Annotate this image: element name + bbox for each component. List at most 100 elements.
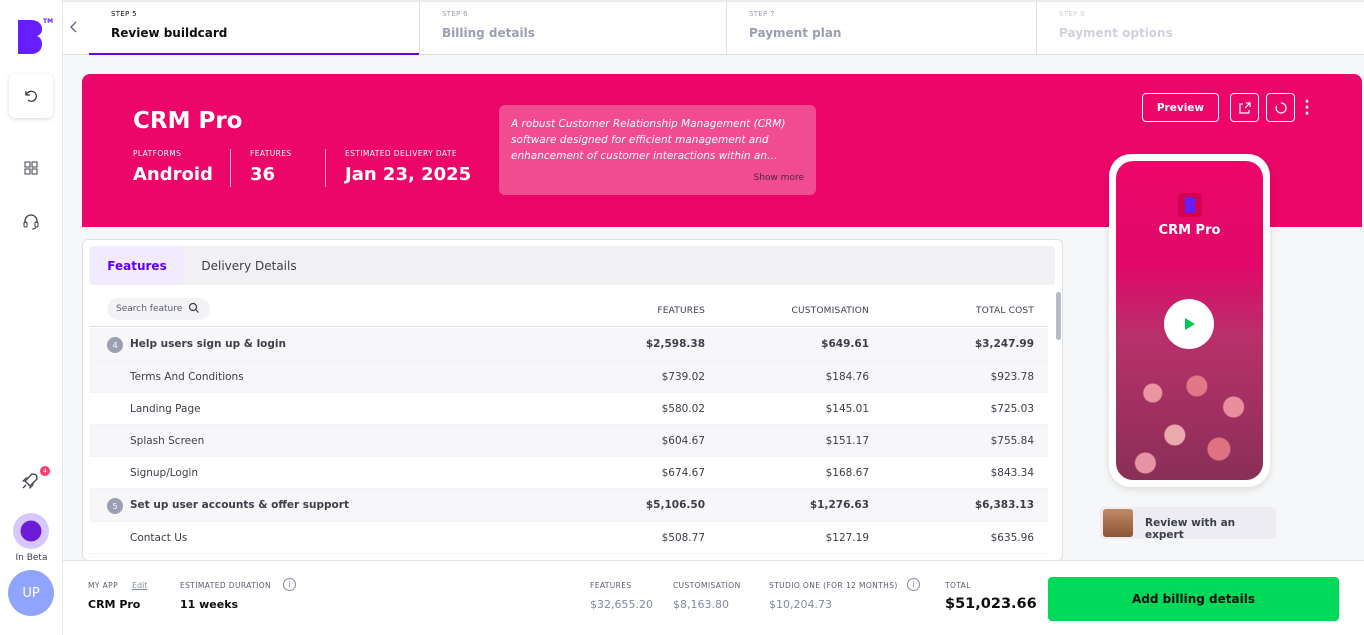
customisation-cost: $649.61 [821, 338, 869, 350]
refresh-button[interactable] [1266, 93, 1295, 122]
delivery-label: ESTIMATED DELIVERY DATE [345, 149, 457, 158]
app-description: A robust Customer Relationship Managemen… [511, 118, 786, 162]
feature-name: Landing Page [130, 403, 201, 415]
back-chevron-icon[interactable] [69, 20, 83, 34]
feature-row[interactable]: Landing Page $580.02 $145.01 $725.03 [90, 393, 1048, 425]
phone-background-image [1116, 351, 1263, 480]
feature-row[interactable]: Signup/Login $674.67 $168.67 $843.34 [90, 457, 1048, 489]
duration-label: ESTIMATED DURATION [180, 581, 272, 590]
platforms-value: Android [133, 164, 213, 185]
feature-rows: 4 Help users sign up & login $2,598.38 $… [90, 328, 1048, 554]
feature-cost: $2,598.38 [645, 338, 705, 350]
customisation-cost: $127.19 [825, 532, 869, 544]
step-title: Review buildcard [111, 26, 228, 40]
feature-name: Splash Screen [130, 435, 205, 447]
rocket-icon[interactable] [20, 471, 42, 493]
step-billing-details[interactable]: STEP 6 Billing details [419, 2, 726, 55]
beta-orb-icon[interactable] [13, 513, 49, 549]
undo-icon [25, 90, 37, 102]
grand-total-value: $51,023.66 [945, 596, 1037, 612]
feature-cost: $739.02 [661, 371, 705, 383]
platforms-meta: PLATFORMS Android [133, 149, 213, 185]
sidebar: TM 4 In Beta UP [0, 0, 63, 635]
customisation-total-label: CUSTOMISATION [673, 581, 741, 590]
review-with-expert-button[interactable]: Review with an expert [1100, 507, 1276, 541]
feature-row[interactable]: Terms And Conditions $739.02 $184.76 $92… [90, 361, 1048, 393]
summary-footer: MY APP Edit CRM Pro ESTIMATED DURATION i… [63, 560, 1364, 635]
panel-tabs: Features Delivery Details [89, 246, 1055, 285]
dashboard-icon[interactable] [20, 157, 42, 179]
customisation-cost: $145.01 [825, 403, 869, 415]
play-icon [1185, 318, 1195, 330]
step-payment-plan[interactable]: STEP 7 Payment plan [726, 2, 1036, 55]
phone-app-title: CRM Pro [1158, 223, 1221, 238]
add-billing-details-button[interactable]: Add billing details [1048, 577, 1339, 621]
edit-app-link[interactable]: Edit [132, 581, 148, 590]
studio-one-value: $10,204.73 [769, 598, 832, 611]
search-placeholder: Search feature [116, 304, 183, 314]
headset-icon[interactable] [20, 211, 42, 233]
share-button[interactable] [1230, 93, 1259, 122]
feature-row[interactable]: Splash Screen $604.67 $151.17 $755.84 [90, 425, 1048, 457]
features-total-value: $32,655.20 [590, 598, 653, 611]
customisation-total-value: $8,163.80 [673, 598, 729, 611]
step-title: Billing details [442, 26, 535, 40]
feature-name: Terms And Conditions [130, 371, 244, 383]
delivery-value: Jan 23, 2025 [345, 164, 472, 185]
tab-delivery-details[interactable]: Delivery Details [201, 258, 297, 273]
undo-button[interactable] [9, 74, 53, 118]
feature-row[interactable]: Contact Us $508.77 $127.19 $635.96 [90, 522, 1048, 554]
avatar[interactable]: UP [8, 570, 54, 616]
beta-label: In Beta [15, 553, 48, 563]
app-title: CRM Pro [133, 108, 243, 134]
trademark-mark: TM [43, 18, 54, 25]
expert-label: Review with an expert [1145, 517, 1236, 541]
feature-group-row[interactable]: 5 Set up user accounts & offer support $… [90, 489, 1048, 522]
step-title: Payment plan [749, 26, 842, 40]
phone-screen: CRM Pro [1116, 161, 1263, 480]
tab-features[interactable]: Features [91, 246, 183, 285]
share-icon [1238, 101, 1251, 114]
play-button[interactable] [1164, 299, 1214, 349]
builder-logo[interactable]: TM [18, 18, 53, 54]
feature-count-badge: 5 [107, 498, 123, 514]
step-review-buildcard[interactable]: STEP 5 Review buildcard [89, 2, 419, 55]
studio-info-icon[interactable]: i [907, 578, 920, 591]
feature-name: Contact Us [130, 532, 188, 544]
preview-button[interactable]: Preview [1142, 93, 1219, 122]
feature-count-badge: 4 [107, 337, 123, 353]
features-meta: FEATURES 36 [230, 149, 292, 187]
platforms-label: PLATFORMS [133, 149, 182, 158]
features-panel: Features Delivery Details Search feature… [82, 239, 1063, 561]
features-label: FEATURES [250, 149, 292, 158]
more-options-icon[interactable]: · · · [1304, 94, 1310, 122]
search-icon [188, 302, 199, 313]
step-navigation: STEP 5 Review buildcard STEP 6 Billing d… [63, 0, 1364, 55]
feature-group-row[interactable]: 4 Help users sign up & login $2,598.38 $… [90, 328, 1048, 361]
customisation-cost: $1,276.63 [809, 499, 869, 511]
grand-total-label: TOTAL [945, 581, 971, 590]
duration-info-icon[interactable]: i [283, 578, 296, 591]
step-payment-options[interactable]: STEP 8 Payment options [1036, 2, 1364, 55]
table-scrollbar[interactable] [1056, 292, 1061, 340]
total-cost: $6,383.13 [974, 499, 1034, 511]
app-description-card: A robust Customer Relationship Managemen… [499, 105, 816, 195]
total-cost: $635.96 [990, 532, 1034, 544]
customisation-cost: $184.76 [825, 371, 869, 383]
header-customisation: CUSTOMISATION [791, 306, 869, 316]
search-feature-input[interactable]: Search feature [107, 298, 210, 320]
header-total-cost: TOTAL COST [976, 306, 1034, 316]
notification-badge: 4 [40, 466, 50, 476]
feature-name: Signup/Login [130, 467, 199, 479]
duration-value: 11 weeks [180, 598, 239, 611]
loading-spinner-icon [1274, 101, 1287, 114]
features-total-label: FEATURES [590, 581, 632, 590]
step-number: STEP 5 [111, 10, 137, 18]
customisation-cost: $151.17 [825, 435, 869, 447]
step-title: Payment options [1059, 26, 1173, 40]
feature-cost: $674.67 [661, 467, 705, 479]
show-more-link[interactable]: Show more [753, 173, 804, 183]
step-number: STEP 6 [442, 10, 468, 18]
feature-cost: $508.77 [661, 532, 705, 544]
step-number: STEP 8 [1059, 10, 1085, 18]
